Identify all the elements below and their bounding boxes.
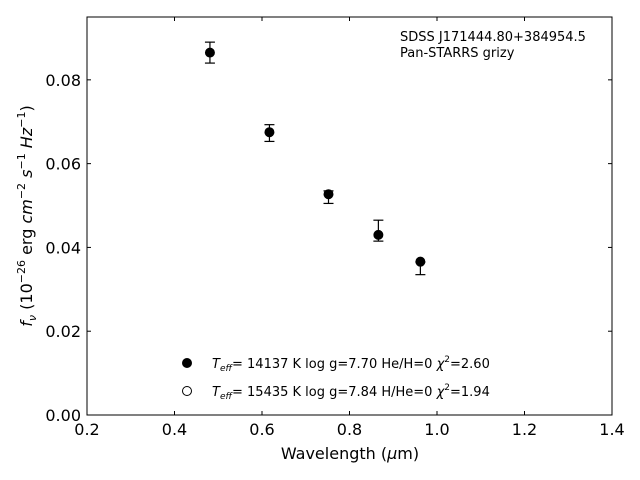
x-tick-label: 0.2 xyxy=(74,420,99,439)
annotation-line-1: SDSS J171444.80+384954.5 xyxy=(400,30,586,45)
y-tick-label: 0.04 xyxy=(45,238,81,257)
legend: Teff= 14137 K log g=7.70 He/H=0 χ2=2.60 … xyxy=(182,355,490,402)
legend-marker-filled xyxy=(182,358,192,368)
y-tick-label: 0.00 xyxy=(45,406,81,425)
x-axis-label: Wavelength (μm) xyxy=(281,444,419,463)
model-point-filled xyxy=(415,256,426,267)
x-tick-label: 1.4 xyxy=(599,420,624,439)
y-tick-label: 0.06 xyxy=(45,155,81,174)
plot-frame xyxy=(86,16,613,416)
y-tick-label: 0.02 xyxy=(45,322,81,341)
model-point-filled xyxy=(323,189,334,200)
x-tick-label: 0.4 xyxy=(162,420,187,439)
y-axis-label: fν (10−26 erg cm−2 s−1 Hz−1) xyxy=(15,105,39,326)
model-point-filled xyxy=(264,127,275,138)
data-marks xyxy=(204,41,426,276)
x-tick-label: 0.6 xyxy=(249,420,274,439)
x-tick-label: 1.2 xyxy=(512,420,537,439)
model-point-filled xyxy=(204,47,215,58)
legend-entry-1: Teff= 14137 K log g=7.70 He/H=0 χ2=2.60 xyxy=(212,355,490,374)
y-tick-label: 0.08 xyxy=(45,71,81,90)
legend-entry-2: Teff= 15435 K log g=7.84 H/He=0 χ2=1.94 xyxy=(212,383,490,402)
legend-marker-open xyxy=(182,386,192,396)
ticks: 0.2 0.4 0.6 0.8 1.0 1.2 1.4 0.00 0.02 0.04 0.06 0.0… xyxy=(45,17,625,439)
model-point-filled xyxy=(373,229,384,240)
annotation-line-2: Pan-STARRS grizy xyxy=(400,46,515,61)
x-tick-label: 0.8 xyxy=(337,420,362,439)
x-tick-label: 1.0 xyxy=(424,420,449,439)
